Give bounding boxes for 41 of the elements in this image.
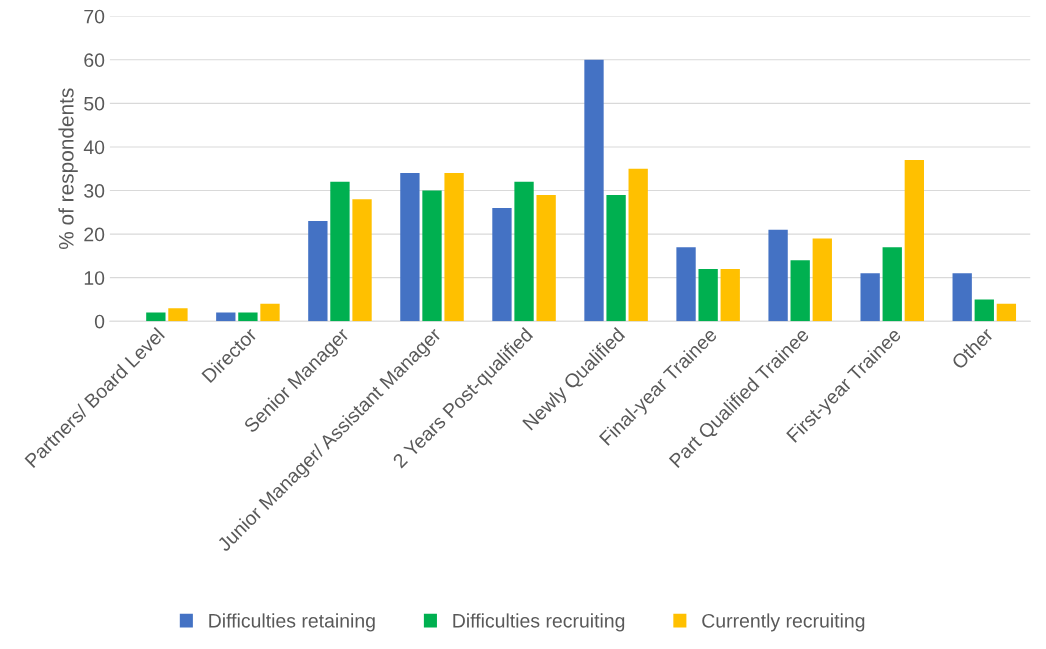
y-axis-title: % of respondents [58, 88, 78, 250]
y-tick-label: 70 [84, 9, 105, 24]
bar [536, 194, 556, 322]
bar [628, 168, 648, 322]
bar [422, 190, 442, 322]
legend-label: Difficulties retaining [209, 613, 375, 632]
y-tick-label: 50 [84, 96, 105, 111]
bar [584, 59, 604, 322]
bar [330, 181, 350, 322]
bar [882, 247, 902, 322]
y-tick-label: 60 [84, 53, 105, 68]
y-tick-label: 40 [83, 140, 105, 155]
bar [238, 312, 258, 322]
bar [698, 268, 718, 322]
bar [790, 260, 810, 322]
bar [168, 308, 188, 322]
bar [952, 273, 972, 322]
legend-label: Difficulties recruiting [453, 613, 625, 632]
bar [812, 238, 832, 322]
bar [676, 247, 696, 322]
bar [352, 199, 372, 322]
bar [768, 229, 788, 322]
y-tick-label: 30 [84, 184, 105, 198]
bar [492, 207, 512, 322]
bar [400, 173, 420, 322]
bar [860, 273, 880, 322]
bar [514, 181, 534, 322]
bar [720, 268, 740, 322]
bar [606, 194, 626, 322]
bar [260, 303, 280, 322]
bar [996, 303, 1017, 322]
bar [146, 312, 166, 322]
bar [974, 299, 994, 322]
y-tick-label: 0 [94, 314, 105, 329]
y-tick-label: 10 [84, 271, 105, 285]
bar [216, 312, 236, 322]
legend-label: Currently recruiting [702, 613, 865, 632]
bar [904, 160, 924, 322]
bar [444, 173, 464, 322]
bar [308, 221, 328, 322]
y-tick-label: 20 [84, 227, 105, 242]
